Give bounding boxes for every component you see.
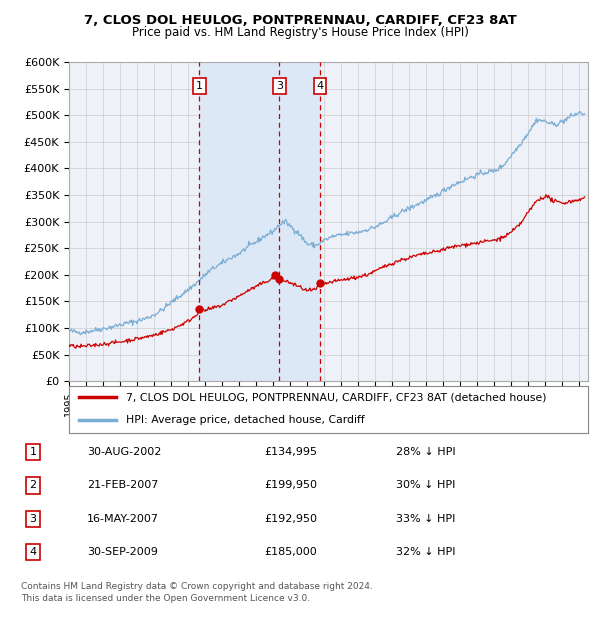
- Text: 33% ↓ HPI: 33% ↓ HPI: [396, 513, 455, 524]
- Text: 4: 4: [316, 81, 323, 91]
- Text: £199,950: £199,950: [264, 480, 317, 490]
- Text: 2: 2: [29, 480, 37, 490]
- Text: Contains HM Land Registry data © Crown copyright and database right 2024.
This d: Contains HM Land Registry data © Crown c…: [21, 582, 373, 603]
- Bar: [199, 62, 320, 381]
- Text: 32% ↓ HPI: 32% ↓ HPI: [396, 547, 455, 557]
- Text: 28% ↓ HPI: 28% ↓ HPI: [396, 447, 455, 457]
- Text: Price paid vs. HM Land Registry's House Price Index (HPI): Price paid vs. HM Land Registry's House …: [131, 26, 469, 39]
- Text: £134,995: £134,995: [264, 447, 317, 457]
- Text: 7, CLOS DOL HEULOG, PONTPRENNAU, CARDIFF, CF23 8AT (detached house): 7, CLOS DOL HEULOG, PONTPRENNAU, CARDIFF…: [126, 392, 547, 402]
- Text: 30-SEP-2009: 30-SEP-2009: [87, 547, 158, 557]
- Text: 3: 3: [276, 81, 283, 91]
- Text: 16-MAY-2007: 16-MAY-2007: [87, 513, 159, 524]
- Text: 21-FEB-2007: 21-FEB-2007: [87, 480, 158, 490]
- Text: 1: 1: [196, 81, 203, 91]
- Text: 3: 3: [29, 513, 37, 524]
- Text: 30% ↓ HPI: 30% ↓ HPI: [396, 480, 455, 490]
- Text: 30-AUG-2002: 30-AUG-2002: [87, 447, 161, 457]
- Text: £192,950: £192,950: [264, 513, 317, 524]
- Text: 1: 1: [29, 447, 37, 457]
- Text: £185,000: £185,000: [264, 547, 317, 557]
- Text: 7, CLOS DOL HEULOG, PONTPRENNAU, CARDIFF, CF23 8AT: 7, CLOS DOL HEULOG, PONTPRENNAU, CARDIFF…: [83, 14, 517, 27]
- Text: HPI: Average price, detached house, Cardiff: HPI: Average price, detached house, Card…: [126, 415, 365, 425]
- Text: 4: 4: [29, 547, 37, 557]
